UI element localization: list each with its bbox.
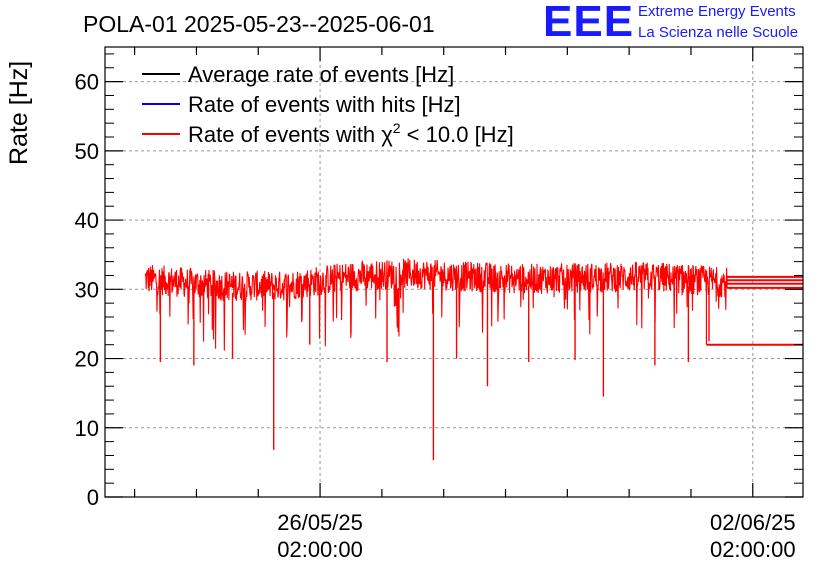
y-tick-label: 50 xyxy=(75,139,99,164)
legend-label-main: Rate of events with χ xyxy=(188,122,393,147)
x-tick-time-label: 02:00:00 xyxy=(277,537,363,562)
series-layer xyxy=(144,258,803,461)
y-tick-label: 30 xyxy=(75,277,99,302)
y-tick-label: 60 xyxy=(75,70,99,95)
y-tick-label: 20 xyxy=(75,347,99,372)
eee-logo: EEE xyxy=(543,0,635,46)
legend-label-main: Rate of events with hits [Hz] xyxy=(188,92,461,117)
legend-label-superscript: 2 xyxy=(393,120,401,136)
legend-label: Average rate of events [Hz] xyxy=(188,62,454,87)
series-line xyxy=(144,258,728,351)
logo-line-1: Extreme Energy Events xyxy=(638,3,796,20)
legend-label-tail: < 10.0 [Hz] xyxy=(401,122,514,147)
x-tick-time-label: 02:00:00 xyxy=(710,537,796,562)
chart-title: POLA-01 2025-05-23--2025-06-01 xyxy=(83,11,435,37)
y-tick-label: 0 xyxy=(87,485,99,510)
legend-label: Rate of events with hits [Hz] xyxy=(188,92,461,117)
y-tick-label: 10 xyxy=(75,416,99,441)
legend: Average rate of events [Hz] Rate of event… xyxy=(142,62,514,147)
x-tick-date-label: 02/06/25 xyxy=(710,510,796,535)
plot-frame xyxy=(104,46,804,498)
logo-line-2: La Scienza nelle Scuole xyxy=(638,24,799,41)
grid-lines xyxy=(105,47,803,497)
x-tick-date-label: 26/05/25 xyxy=(277,510,363,535)
axes: 010203040506026/05/2502:00:0002/06/2502:… xyxy=(75,47,803,562)
legend-label-main: Average rate of events [Hz] xyxy=(188,62,454,87)
y-tick-label: 40 xyxy=(75,208,99,233)
legend-label: Rate of events with χ2 < 10.0 [Hz] xyxy=(188,120,514,147)
y-axis-label: Rate [Hz] xyxy=(5,61,33,165)
